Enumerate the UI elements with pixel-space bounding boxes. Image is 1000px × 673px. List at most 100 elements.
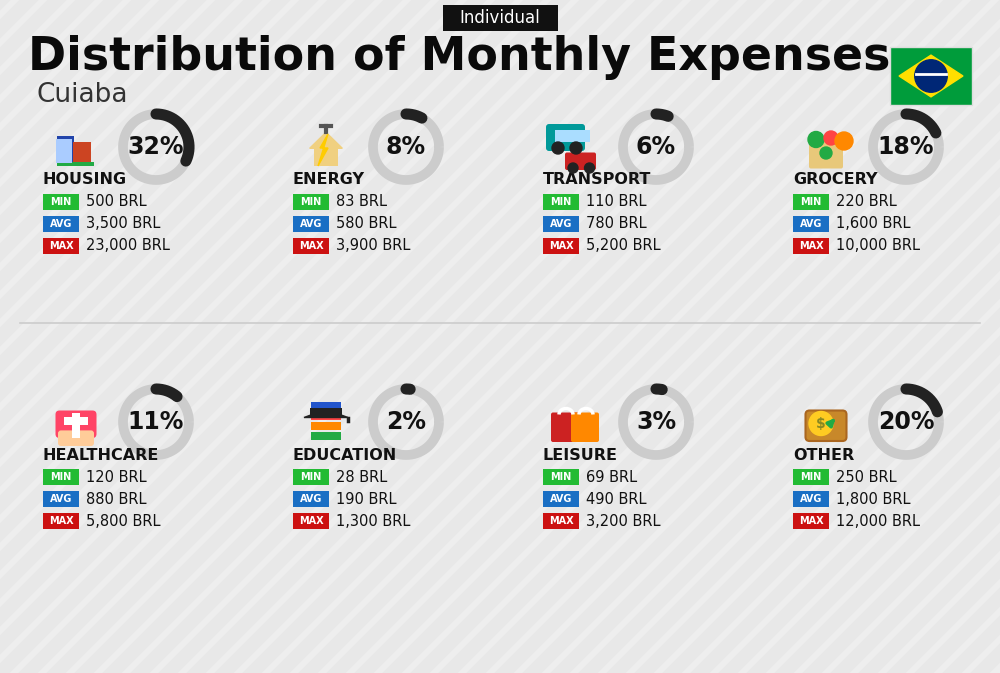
FancyBboxPatch shape bbox=[555, 130, 569, 142]
FancyBboxPatch shape bbox=[442, 5, 558, 31]
Text: AVG: AVG bbox=[550, 219, 572, 229]
FancyBboxPatch shape bbox=[64, 155, 72, 163]
Text: 5,200 BRL: 5,200 BRL bbox=[586, 238, 661, 254]
FancyBboxPatch shape bbox=[543, 491, 579, 507]
FancyBboxPatch shape bbox=[793, 194, 829, 210]
Text: MIN: MIN bbox=[550, 197, 572, 207]
Text: 32%: 32% bbox=[128, 135, 184, 159]
Text: MIN: MIN bbox=[50, 472, 72, 482]
Text: 120 BRL: 120 BRL bbox=[86, 470, 147, 485]
FancyBboxPatch shape bbox=[793, 238, 829, 254]
FancyBboxPatch shape bbox=[793, 491, 829, 507]
Text: 1,800 BRL: 1,800 BRL bbox=[836, 491, 910, 507]
Text: MAX: MAX bbox=[49, 241, 73, 251]
FancyBboxPatch shape bbox=[73, 142, 91, 166]
Text: ENERGY: ENERGY bbox=[293, 172, 365, 188]
FancyBboxPatch shape bbox=[293, 194, 329, 210]
Text: MAX: MAX bbox=[799, 516, 823, 526]
FancyBboxPatch shape bbox=[56, 411, 96, 438]
Text: AVG: AVG bbox=[300, 219, 322, 229]
Text: 880 BRL: 880 BRL bbox=[86, 491, 146, 507]
Circle shape bbox=[824, 131, 838, 145]
FancyBboxPatch shape bbox=[311, 432, 341, 440]
Text: HEALTHCARE: HEALTHCARE bbox=[43, 448, 159, 462]
Text: 3,900 BRL: 3,900 BRL bbox=[336, 238, 410, 254]
Text: 500 BRL: 500 BRL bbox=[86, 194, 147, 209]
Text: 190 BRL: 190 BRL bbox=[336, 491, 396, 507]
Text: MIN: MIN bbox=[800, 197, 822, 207]
FancyBboxPatch shape bbox=[311, 422, 341, 430]
FancyBboxPatch shape bbox=[566, 130, 580, 142]
Text: 1,300 BRL: 1,300 BRL bbox=[336, 513, 410, 528]
Text: GROCERY: GROCERY bbox=[793, 172, 878, 188]
Text: 3,200 BRL: 3,200 BRL bbox=[586, 513, 660, 528]
Text: 23,000 BRL: 23,000 BRL bbox=[86, 238, 170, 254]
Text: 5,800 BRL: 5,800 BRL bbox=[86, 513, 160, 528]
FancyBboxPatch shape bbox=[571, 413, 599, 442]
FancyBboxPatch shape bbox=[314, 147, 338, 166]
Text: 250 BRL: 250 BRL bbox=[836, 470, 897, 485]
Text: 580 BRL: 580 BRL bbox=[336, 217, 396, 232]
FancyBboxPatch shape bbox=[43, 513, 79, 529]
Circle shape bbox=[835, 132, 853, 150]
FancyBboxPatch shape bbox=[64, 147, 72, 155]
Text: 8%: 8% bbox=[386, 135, 426, 159]
Text: 83 BRL: 83 BRL bbox=[336, 194, 387, 209]
Text: Individual: Individual bbox=[460, 9, 540, 27]
Text: MIN: MIN bbox=[50, 197, 72, 207]
Polygon shape bbox=[899, 55, 963, 97]
Text: MIN: MIN bbox=[800, 472, 822, 482]
Polygon shape bbox=[318, 134, 328, 166]
FancyBboxPatch shape bbox=[43, 216, 79, 232]
FancyBboxPatch shape bbox=[806, 411, 846, 441]
Text: MAX: MAX bbox=[49, 516, 73, 526]
Circle shape bbox=[809, 411, 833, 435]
FancyBboxPatch shape bbox=[890, 47, 972, 105]
FancyBboxPatch shape bbox=[293, 491, 329, 507]
Text: MAX: MAX bbox=[549, 241, 573, 251]
Text: MAX: MAX bbox=[299, 241, 323, 251]
Text: AVG: AVG bbox=[50, 494, 72, 504]
FancyBboxPatch shape bbox=[311, 402, 341, 410]
Text: MIN: MIN bbox=[300, 197, 322, 207]
Text: 1,600 BRL: 1,600 BRL bbox=[836, 217, 910, 232]
FancyBboxPatch shape bbox=[310, 407, 342, 417]
Text: MIN: MIN bbox=[550, 472, 572, 482]
FancyBboxPatch shape bbox=[64, 417, 88, 425]
FancyBboxPatch shape bbox=[543, 238, 579, 254]
FancyBboxPatch shape bbox=[793, 216, 829, 232]
FancyBboxPatch shape bbox=[43, 238, 79, 254]
FancyBboxPatch shape bbox=[543, 469, 579, 485]
Text: 2%: 2% bbox=[386, 410, 426, 434]
FancyBboxPatch shape bbox=[293, 469, 329, 485]
FancyBboxPatch shape bbox=[576, 130, 590, 142]
Text: 6%: 6% bbox=[636, 135, 676, 159]
Text: LEISURE: LEISURE bbox=[543, 448, 618, 462]
FancyBboxPatch shape bbox=[293, 238, 329, 254]
Circle shape bbox=[915, 60, 947, 92]
Text: 11%: 11% bbox=[128, 410, 184, 434]
Text: Cuiaba: Cuiaba bbox=[36, 82, 128, 108]
FancyBboxPatch shape bbox=[311, 412, 341, 420]
FancyBboxPatch shape bbox=[56, 147, 64, 155]
FancyBboxPatch shape bbox=[57, 136, 74, 166]
FancyBboxPatch shape bbox=[56, 155, 64, 163]
Text: 110 BRL: 110 BRL bbox=[586, 194, 646, 209]
FancyBboxPatch shape bbox=[793, 469, 829, 485]
Text: MIN: MIN bbox=[300, 472, 322, 482]
FancyBboxPatch shape bbox=[56, 139, 64, 147]
FancyBboxPatch shape bbox=[43, 194, 79, 210]
Text: MAX: MAX bbox=[549, 516, 573, 526]
Text: 490 BRL: 490 BRL bbox=[586, 491, 646, 507]
Circle shape bbox=[570, 142, 582, 154]
FancyBboxPatch shape bbox=[793, 513, 829, 529]
Text: TRANSPORT: TRANSPORT bbox=[543, 172, 651, 188]
Text: AVG: AVG bbox=[800, 219, 822, 229]
FancyBboxPatch shape bbox=[72, 413, 80, 438]
Text: AVG: AVG bbox=[300, 494, 322, 504]
Text: $: $ bbox=[816, 417, 826, 431]
FancyBboxPatch shape bbox=[293, 216, 329, 232]
FancyBboxPatch shape bbox=[293, 513, 329, 529]
Text: OTHER: OTHER bbox=[793, 448, 854, 462]
Text: AVG: AVG bbox=[800, 494, 822, 504]
